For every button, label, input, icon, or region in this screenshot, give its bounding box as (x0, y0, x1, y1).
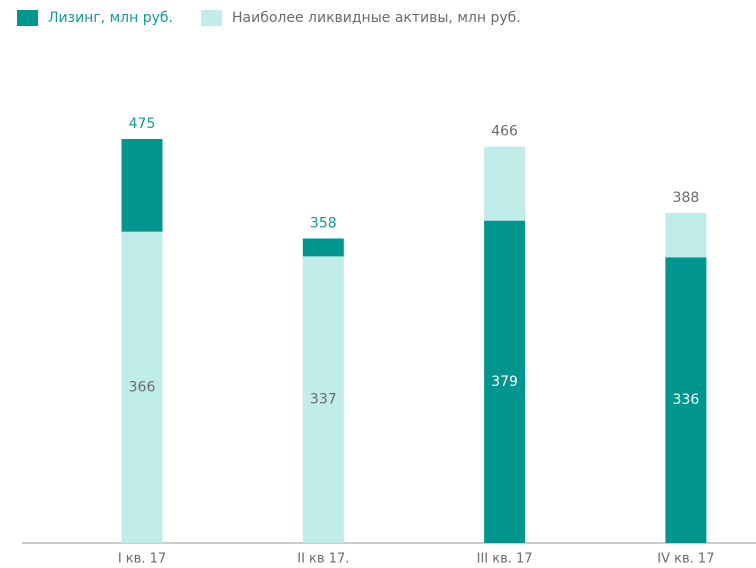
x-tick-label: III кв. 17 (477, 552, 533, 567)
x-tick-label: I кв. 17 (118, 552, 166, 567)
bar-value-label: 337 (310, 392, 337, 408)
bar-value-label: 379 (491, 374, 518, 390)
legend-swatch (17, 10, 38, 26)
legend-label: Лизинг, млн руб. (48, 10, 173, 26)
x-tick-label: IV кв. 17 (657, 552, 714, 567)
total-label: 466 (491, 124, 518, 140)
bar-segment (121, 231, 163, 543)
x-tick-label: II кв 17. (297, 552, 349, 567)
bar-segment (484, 146, 526, 221)
bar-segment (302, 238, 344, 257)
bar-segment (302, 256, 344, 543)
total-label: 475 (129, 116, 156, 132)
bar-segment (484, 220, 526, 544)
total-label: 388 (673, 190, 700, 206)
legend-swatch (201, 10, 222, 26)
bar-segment (121, 139, 163, 232)
bar-segment (665, 257, 707, 543)
bar-value-label: 336 (673, 392, 700, 408)
total-label: 358 (310, 216, 337, 232)
bar-segment (665, 212, 707, 258)
bar-value-label: 366 (129, 379, 156, 395)
legend-label: Наиболее ликвидные активы, млн руб. (232, 10, 521, 26)
